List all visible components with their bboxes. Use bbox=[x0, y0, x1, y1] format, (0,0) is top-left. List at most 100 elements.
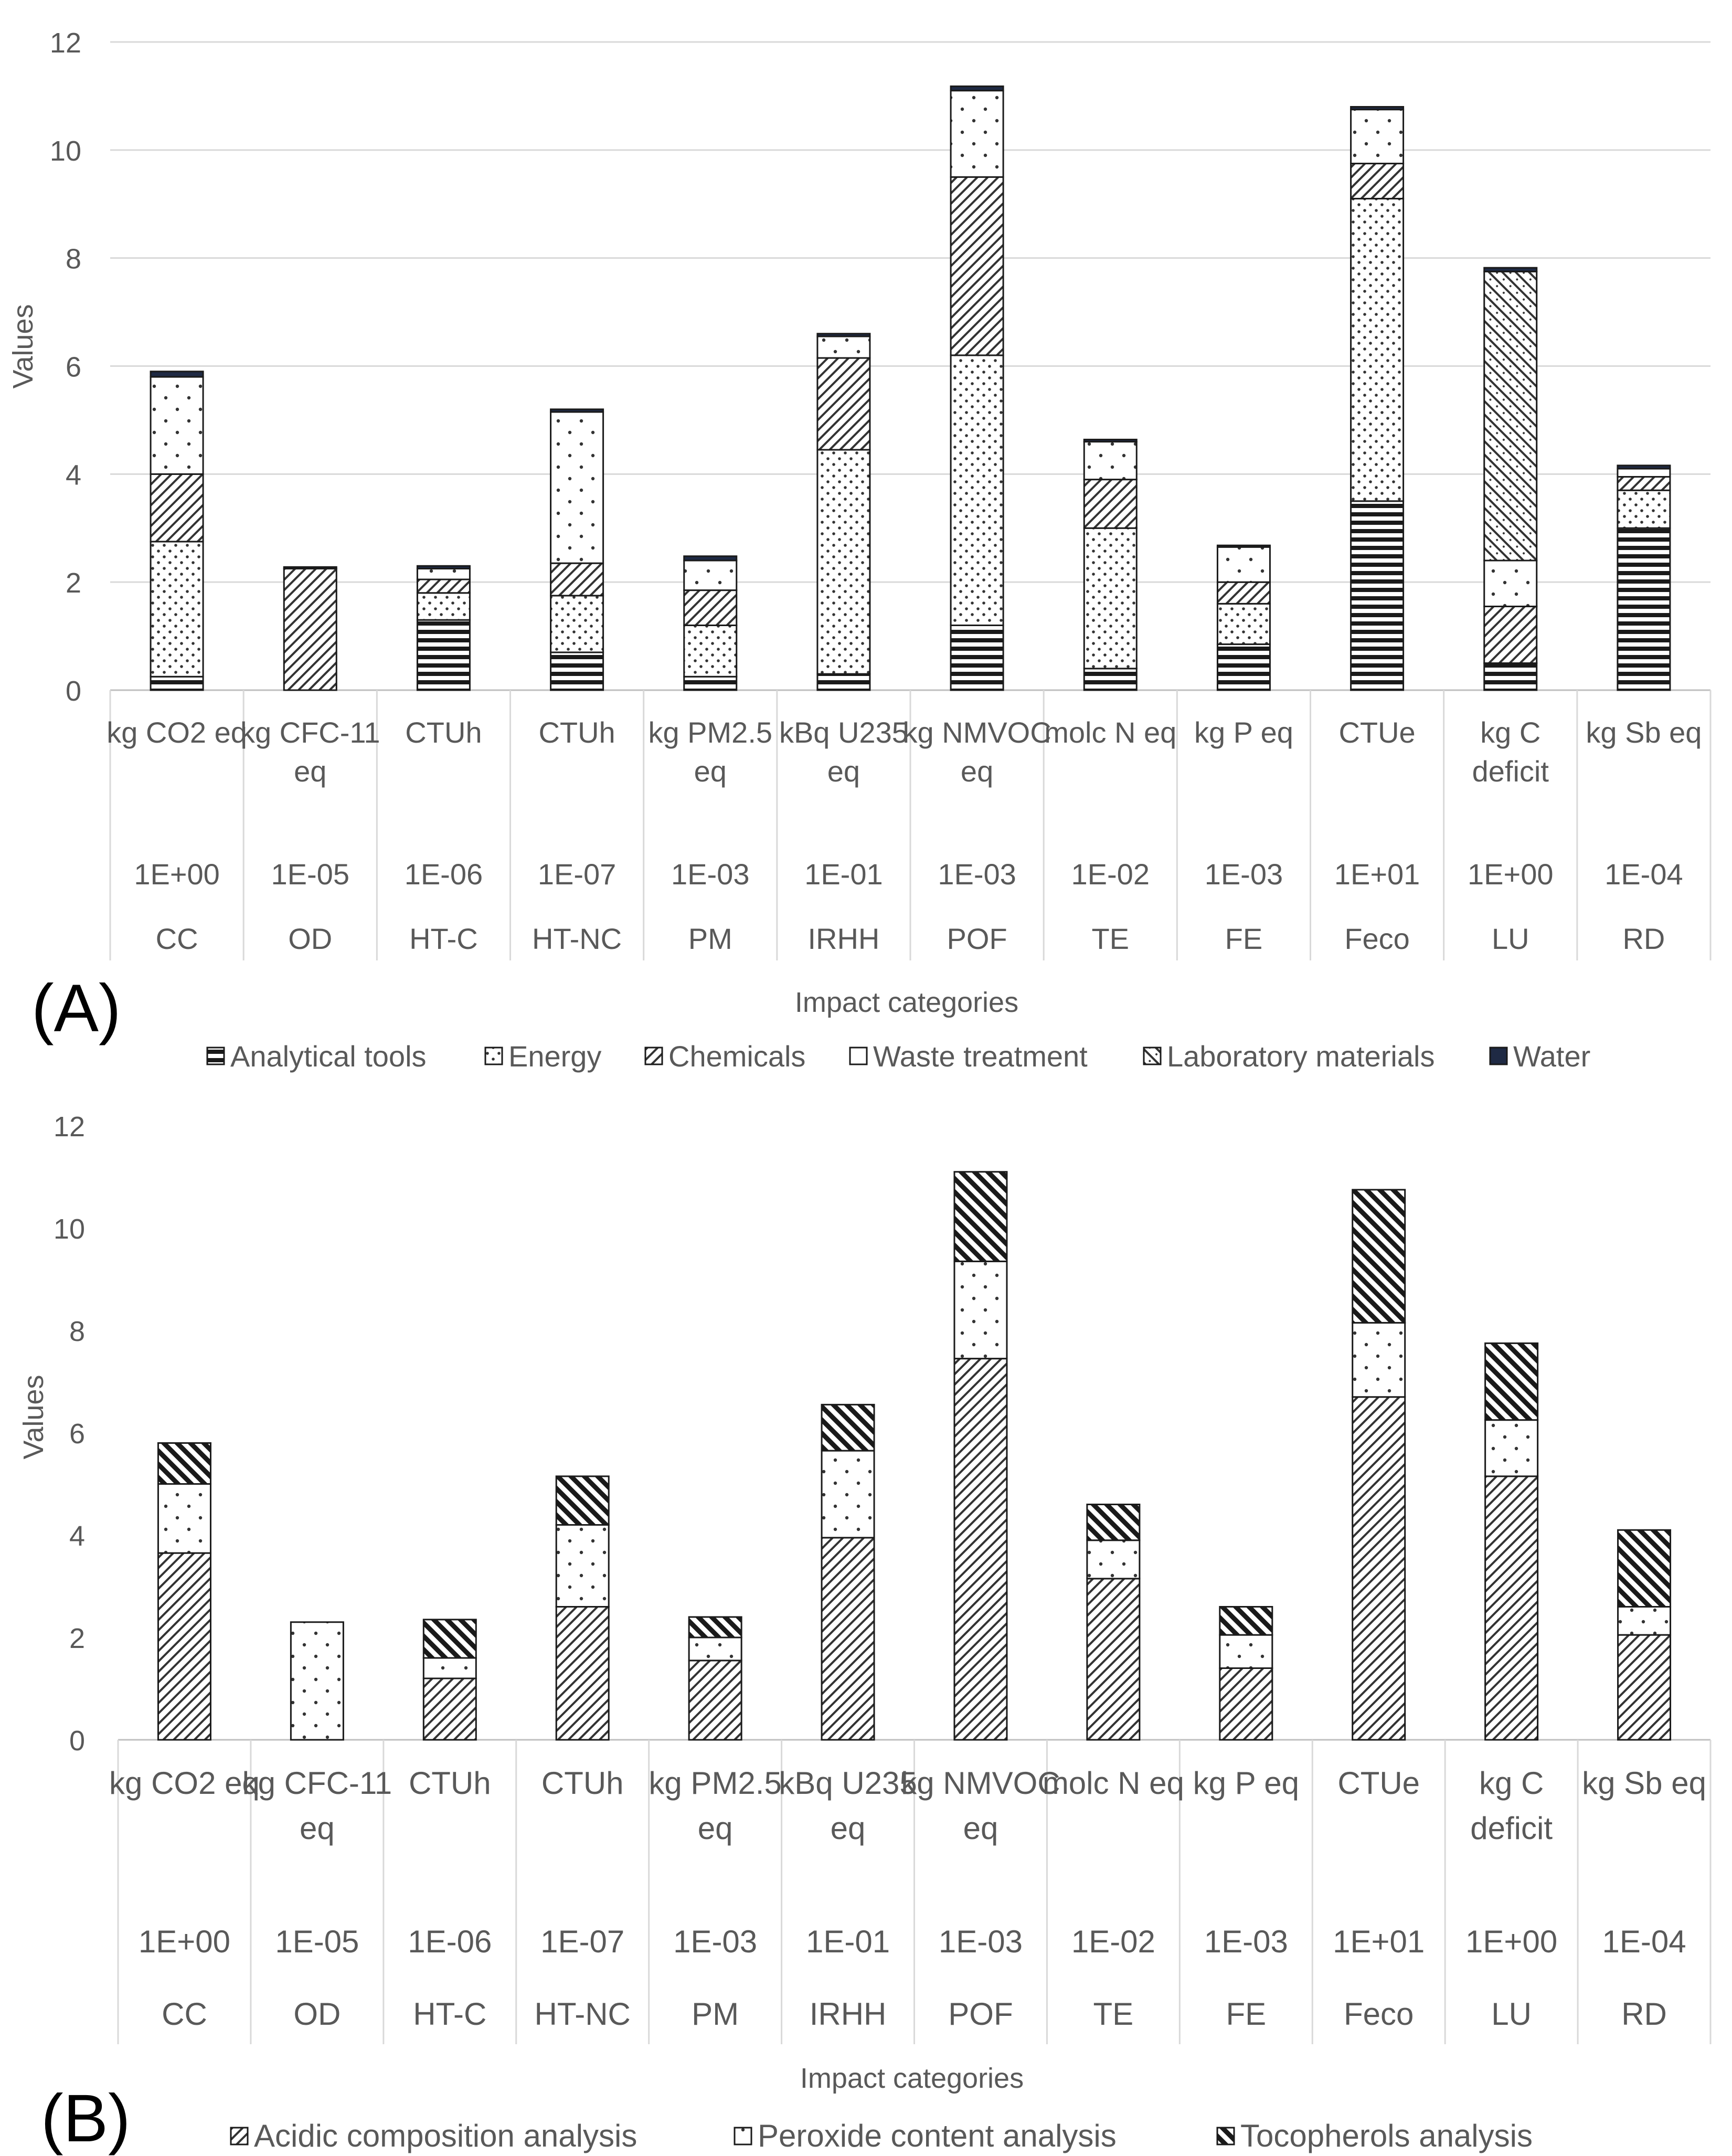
category-scale-label: 1E-04 bbox=[1602, 1924, 1686, 1959]
bar-segment bbox=[550, 595, 604, 653]
chart-panel-a: 0 2 4 6 8 10 12 kg CO2 eq 1E+00 CC kg CFC-11 eq 1E-0… bbox=[7, 27, 1712, 1073]
bar-segment bbox=[1350, 106, 1405, 111]
bar-segment bbox=[150, 473, 204, 543]
bar-segment bbox=[816, 673, 871, 691]
bar-segment bbox=[416, 592, 471, 621]
category-scale-label: 1E-03 bbox=[671, 858, 749, 891]
bar-segment bbox=[1083, 438, 1138, 443]
bar-segment bbox=[1216, 643, 1271, 691]
bar-segment bbox=[550, 651, 604, 691]
legend-label: Water bbox=[1513, 1040, 1590, 1073]
category-code-label: HT-C bbox=[413, 1996, 486, 2032]
legend-swatch bbox=[484, 1047, 503, 1065]
legend-label: Laboratory materials bbox=[1167, 1040, 1435, 1073]
bar-segment bbox=[1350, 163, 1405, 199]
bar-segment bbox=[950, 90, 1004, 178]
category-scale-label: 1E-03 bbox=[939, 1924, 1023, 1959]
bar-segment bbox=[1617, 527, 1671, 691]
category-code-label: PM bbox=[692, 1996, 739, 2032]
bar-segment bbox=[290, 1621, 344, 1741]
category-code-label: OD bbox=[288, 922, 332, 955]
bar-segment bbox=[816, 449, 871, 675]
panel-label: (A) bbox=[31, 971, 121, 1046]
bar-segment bbox=[555, 1475, 610, 1526]
bar-segment bbox=[1083, 479, 1138, 529]
bar-segment bbox=[1483, 662, 1538, 691]
category-scale-label: 1E+00 bbox=[139, 1924, 230, 1959]
bar-segment bbox=[683, 555, 738, 562]
bar-segment bbox=[1483, 559, 1538, 607]
bar-segment bbox=[1219, 1667, 1273, 1741]
bar-segment bbox=[683, 589, 738, 626]
category-scale-label: 1E+00 bbox=[1465, 1924, 1557, 1959]
category-scale-label: 1E-07 bbox=[540, 1924, 624, 1959]
panel-label: (B) bbox=[41, 2081, 131, 2156]
bar-segment bbox=[1352, 1396, 1406, 1741]
bar-segment bbox=[1617, 1606, 1672, 1636]
bar-segment bbox=[1216, 546, 1271, 583]
bar-segment bbox=[422, 1657, 477, 1679]
bar-segment bbox=[1350, 500, 1405, 691]
category-scale-label: 1E-03 bbox=[673, 1924, 757, 1959]
bar-segment bbox=[953, 1358, 1008, 1741]
category-code-label: RD bbox=[1621, 1996, 1667, 2032]
y-axis-title: Values bbox=[7, 304, 39, 388]
bar-segment bbox=[1216, 603, 1271, 646]
category-scale-label: 1E-05 bbox=[275, 1924, 359, 1959]
legend-swatch bbox=[230, 2127, 249, 2146]
legend-swatch bbox=[1489, 1047, 1508, 1065]
legend-label: Waste treatment bbox=[873, 1040, 1088, 1073]
category-scale-label: 1E-01 bbox=[806, 1924, 890, 1959]
bar-segment bbox=[416, 567, 471, 580]
bar-segment bbox=[1484, 1342, 1539, 1421]
category-scale-label: 1E-06 bbox=[405, 858, 483, 891]
category-code-label: RD bbox=[1622, 922, 1665, 955]
y-tick-label: 0 bbox=[69, 1725, 85, 1757]
category-code-label: LU bbox=[1492, 922, 1529, 955]
category-code-label: HT-NC bbox=[532, 922, 622, 955]
bar-segment bbox=[683, 675, 738, 691]
category-unit-label: CTUh bbox=[405, 716, 482, 749]
category-scale-label: 1E-03 bbox=[938, 858, 1016, 891]
category-scale-label: 1E-03 bbox=[1205, 858, 1283, 891]
y-tick-label: 12 bbox=[50, 27, 81, 59]
category-scale-label: 1E+00 bbox=[134, 858, 220, 891]
bar-segment bbox=[1219, 1634, 1273, 1669]
legend-swatch bbox=[1216, 2127, 1235, 2146]
category-scale-label: 1E-07 bbox=[538, 858, 616, 891]
bar-segment bbox=[1086, 1578, 1141, 1741]
bar-segment bbox=[1483, 267, 1538, 272]
bar-segment bbox=[550, 562, 604, 597]
category-unit-label: kg Sb eq bbox=[1586, 716, 1702, 749]
category-code-label: POF bbox=[947, 922, 1007, 955]
category-scale-label: 1E-04 bbox=[1605, 858, 1683, 891]
category-code-label: POF bbox=[948, 1996, 1013, 2032]
bar-segment bbox=[950, 85, 1004, 92]
bar-segment bbox=[283, 567, 337, 691]
category-code-label: FE bbox=[1225, 922, 1263, 955]
chart-panel-b: 0 2 4 6 8 10 12 kg CO2 eq 1E+00 CC kg CFC-11 eq 1E-0… bbox=[18, 1111, 1712, 2156]
bar-segment bbox=[683, 625, 738, 678]
category-code-label: HT-C bbox=[409, 922, 478, 955]
legend-label: Chemicals bbox=[668, 1040, 805, 1073]
y-tick-label: 0 bbox=[66, 675, 81, 707]
bar-segment bbox=[683, 559, 738, 591]
y-tick-label: 10 bbox=[54, 1213, 85, 1245]
bar-segment bbox=[950, 176, 1004, 356]
bar-segment bbox=[1350, 197, 1405, 502]
legend-swatch bbox=[1143, 1047, 1162, 1065]
bar-segment bbox=[1216, 581, 1271, 605]
category-unit-label: molc N eq bbox=[1043, 1766, 1184, 1801]
bar-segment bbox=[688, 1660, 742, 1741]
category-unit-label: molc N eq bbox=[1044, 716, 1176, 749]
legend-swatch bbox=[734, 2127, 752, 2146]
category-unit-label: CTUh bbox=[409, 1766, 491, 1801]
category-scale-label: 1E-02 bbox=[1071, 858, 1150, 891]
bar-segment bbox=[1617, 1634, 1672, 1741]
category-unit-label: kBq U235 eq bbox=[779, 1766, 917, 1846]
category-unit-label: kBq U235 eq bbox=[779, 716, 908, 788]
bar-segment bbox=[688, 1616, 742, 1639]
legend-label: Tocopherols analysis bbox=[1240, 2118, 1533, 2153]
bar-segment bbox=[688, 1636, 742, 1662]
